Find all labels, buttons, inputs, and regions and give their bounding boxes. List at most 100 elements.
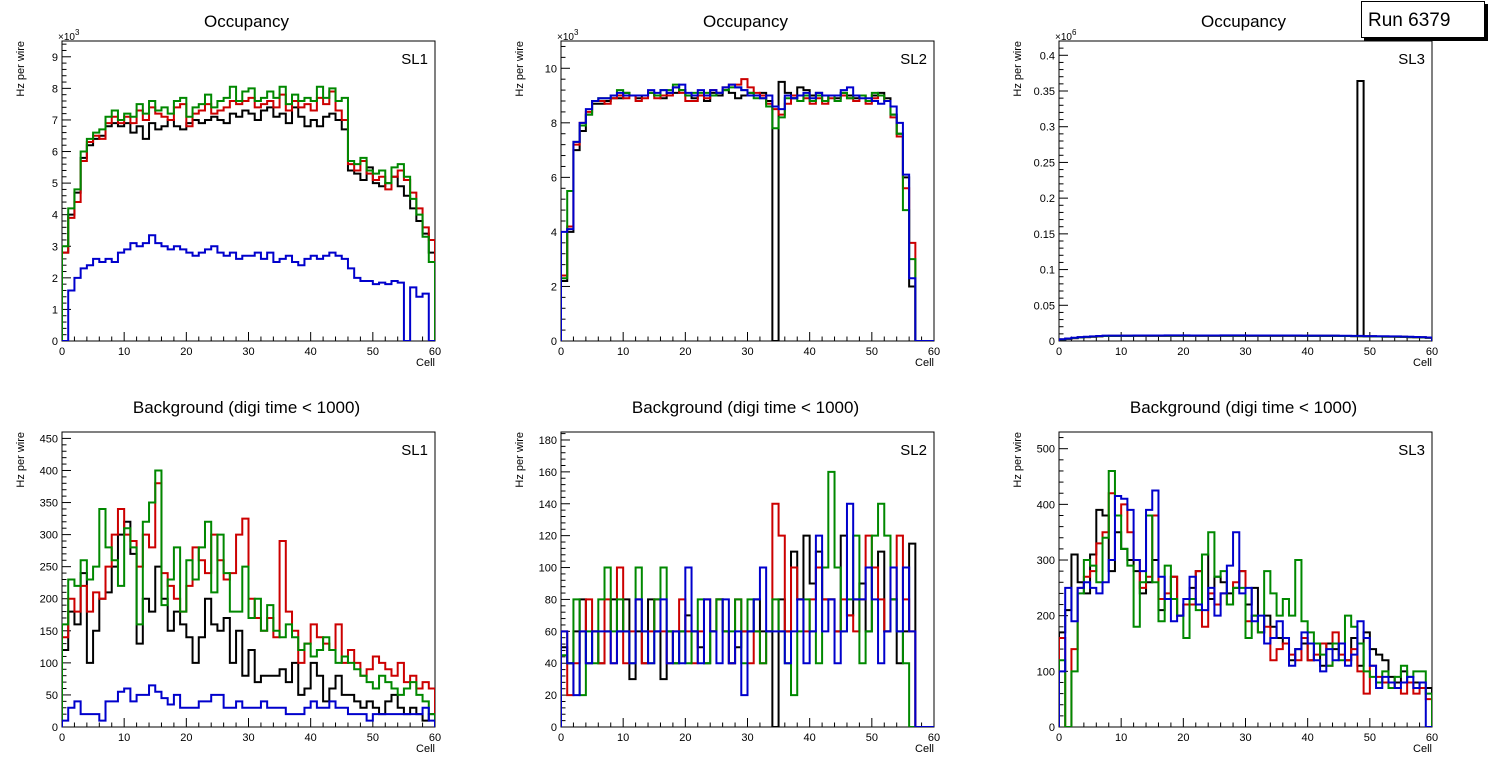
y-axis-label: Hz per wire xyxy=(1012,41,1024,97)
series-group xyxy=(1059,80,1432,341)
y-axis-label: Hz per wire xyxy=(15,432,27,488)
x-tick-label: 20 xyxy=(1177,732,1189,744)
chart-panel-1: Occupancy 0 10 20 30 40 50 60 0 1 2 3 4 5 6 7 8 9 Cell Hz p… xyxy=(15,12,441,369)
superlayer-label: SL1 xyxy=(401,51,428,68)
x-tick-label: 30 xyxy=(741,732,753,744)
y-tick-label: 300 xyxy=(1037,555,1055,567)
y-tick-label: 150 xyxy=(40,626,58,638)
series-line-l4 xyxy=(1059,334,1432,341)
x-axis-label: Cell xyxy=(1413,743,1432,755)
y-tick-label: 100 xyxy=(539,563,557,575)
y-axis-label: Hz per wire xyxy=(15,41,27,97)
series-group xyxy=(561,78,934,341)
x-tick-label: 30 xyxy=(1239,346,1251,358)
x-tick-label: 20 xyxy=(679,346,691,358)
y-tick-label: 100 xyxy=(40,658,58,670)
run-label-box: Run 6379 xyxy=(1361,1,1485,38)
x-tick-label: 0 xyxy=(1056,732,1062,744)
series-line-l4 xyxy=(62,234,435,341)
x-axis-label: Cell xyxy=(416,357,435,369)
x-tick-label: 40 xyxy=(804,346,816,358)
series-line-l1 xyxy=(62,106,435,341)
y-tick-label: 500 xyxy=(1037,444,1055,456)
series-line-l3 xyxy=(561,83,934,341)
y-multiplier: ×106 xyxy=(1055,28,1077,43)
x-tick-label: 0 xyxy=(558,732,564,744)
x-axis-label: Cell xyxy=(915,743,934,755)
y-tick-label: 160 xyxy=(539,467,557,479)
x-tick-label: 40 xyxy=(1302,732,1314,744)
y-tick-label: 0 xyxy=(52,722,58,734)
y-tick-label: 180 xyxy=(539,435,557,447)
series-line-l4 xyxy=(1059,489,1432,727)
y-multiplier: ×103 xyxy=(557,28,579,43)
x-tick-label: 0 xyxy=(1056,346,1062,358)
x-tick-label: 50 xyxy=(866,346,878,358)
series-line-l3 xyxy=(62,469,435,727)
x-tick-label: 10 xyxy=(617,346,629,358)
y-tick-label: 1 xyxy=(52,304,58,316)
y-tick-label: 50 xyxy=(46,690,58,702)
y-tick-label: 6 xyxy=(52,147,58,159)
y-tick-label: 6 xyxy=(551,172,557,184)
series-line-l1 xyxy=(1059,80,1432,341)
x-tick-label: 60 xyxy=(928,732,940,744)
series-line-l4 xyxy=(561,502,934,727)
y-tick-label: 450 xyxy=(40,433,58,445)
x-tick-label: 30 xyxy=(741,346,753,358)
y-multiplier-exponent: 3 xyxy=(75,28,80,37)
y-tick-label: 200 xyxy=(1037,611,1055,623)
y-tick-label: 20 xyxy=(545,690,557,702)
x-tick-label: 0 xyxy=(59,346,65,358)
y-tick-label: 0.15 xyxy=(1034,229,1055,241)
x-tick-label: 10 xyxy=(118,732,130,744)
y-tick-label: 4 xyxy=(52,210,58,222)
chart-panel-5: Background (digi time < 1000) 0 10 20 30 40 50… xyxy=(514,398,940,755)
chart-panel-2: Occupancy 0 10 20 30 40 50 60 0 2 4 6 8 10 Cell Hz per … xyxy=(514,12,940,369)
y-tick-label: 8 xyxy=(52,83,58,95)
x-tick-label: 50 xyxy=(1364,732,1376,744)
y-multiplier-exponent: 6 xyxy=(1072,28,1077,37)
y-tick-label: 120 xyxy=(539,531,557,543)
y-tick-label: 0 xyxy=(551,336,557,348)
y-tick-label: 0.25 xyxy=(1034,157,1055,169)
chart-panel-4: Background (digi time < 1000) 0 10 20 30 40 50… xyxy=(15,398,441,755)
series-group xyxy=(1059,469,1432,727)
superlayer-label: SL3 xyxy=(1398,51,1425,68)
chart-panel-3: Occupancy 0 10 20 30 40 50 60 0 0.05 0.1 0.15 0.2 0.2… xyxy=(1012,12,1438,369)
superlayer-label: SL3 xyxy=(1398,442,1425,459)
y-axis-label: Hz per wire xyxy=(1012,432,1024,488)
x-tick-label: 50 xyxy=(866,732,878,744)
y-axis-label: Hz per wire xyxy=(514,41,526,97)
y-tick-label: 0.3 xyxy=(1040,122,1055,134)
series-line-l2 xyxy=(62,482,435,727)
superlayer-label: SL1 xyxy=(401,442,428,459)
x-tick-label: 10 xyxy=(118,346,130,358)
y-multiplier-exponent: 3 xyxy=(574,28,579,37)
x-axis-label: Cell xyxy=(915,357,934,369)
y-tick-label: 0 xyxy=(1049,722,1055,734)
y-tick-label: 0.1 xyxy=(1040,265,1055,277)
x-tick-label: 60 xyxy=(429,346,441,358)
x-tick-label: 10 xyxy=(1115,732,1127,744)
y-tick-label: 60 xyxy=(545,626,557,638)
y-tick-label: 2 xyxy=(551,281,557,293)
superlayer-label: SL2 xyxy=(900,51,927,68)
x-tick-label: 30 xyxy=(242,346,254,358)
x-tick-label: 0 xyxy=(59,732,65,744)
series-line-l2 xyxy=(62,90,435,341)
series-line-l4 xyxy=(62,684,435,727)
run-label: Run 6379 xyxy=(1368,10,1451,31)
x-tick-label: 30 xyxy=(242,732,254,744)
y-tick-label: 10 xyxy=(545,63,557,75)
y-tick-label: 350 xyxy=(40,498,58,510)
x-tick-label: 20 xyxy=(180,732,192,744)
series-line-l1 xyxy=(62,520,435,727)
x-axis-label: Cell xyxy=(416,743,435,755)
chart-title: Occupancy xyxy=(703,12,789,31)
x-tick-label: 10 xyxy=(617,732,629,744)
y-tick-label: 2 xyxy=(52,273,58,285)
x-tick-label: 20 xyxy=(679,732,691,744)
y-tick-label: 0.05 xyxy=(1034,300,1055,312)
chart-title: Background (digi time < 1000) xyxy=(632,398,859,417)
